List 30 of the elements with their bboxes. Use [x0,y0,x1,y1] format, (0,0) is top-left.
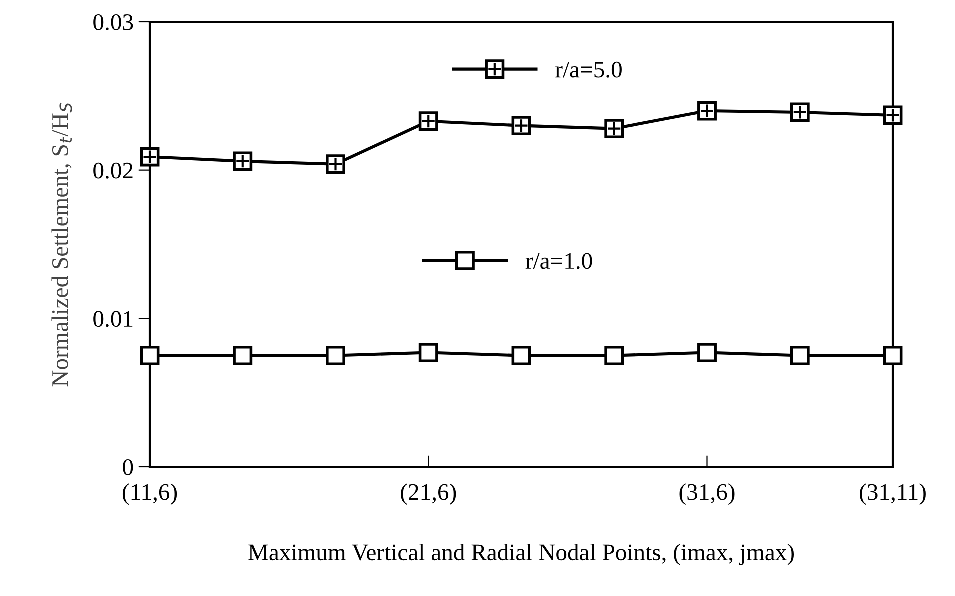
point [140,147,160,167]
point [326,154,346,174]
y-tick-label: 0.01 [94,311,133,328]
point [140,346,160,366]
point [418,343,438,363]
point [698,343,717,363]
point [883,346,903,366]
point [698,101,717,121]
y-tick-label: 0 [123,459,134,476]
point [604,346,624,366]
x-tick-label: (11,6) [122,484,178,506]
point [233,346,253,366]
x-tick-label: (21,6) [401,484,456,506]
y-tick-label: 0.02 [94,162,133,179]
point [604,119,624,139]
y-axis-title: Normalized Settlement, S$_{t}$/H$_{S}$ [52,102,72,387]
point [512,346,532,366]
legend-label: r/a=1.0 [526,253,592,270]
point [512,116,532,136]
point [790,346,810,366]
x-tick-label: (31,11) [860,484,926,506]
x-tick-label: (31,6) [680,484,735,506]
point [883,106,903,126]
x-axis-title: Maximum Vertical and Radial Nodal Points, (imax, jmax) [248,544,794,566]
y-tick-label: 0.03 [94,14,134,31]
point [790,102,810,122]
legend-label: r/a=5.0 [556,62,622,78]
point [233,152,253,172]
point [418,112,438,132]
point [326,346,346,366]
